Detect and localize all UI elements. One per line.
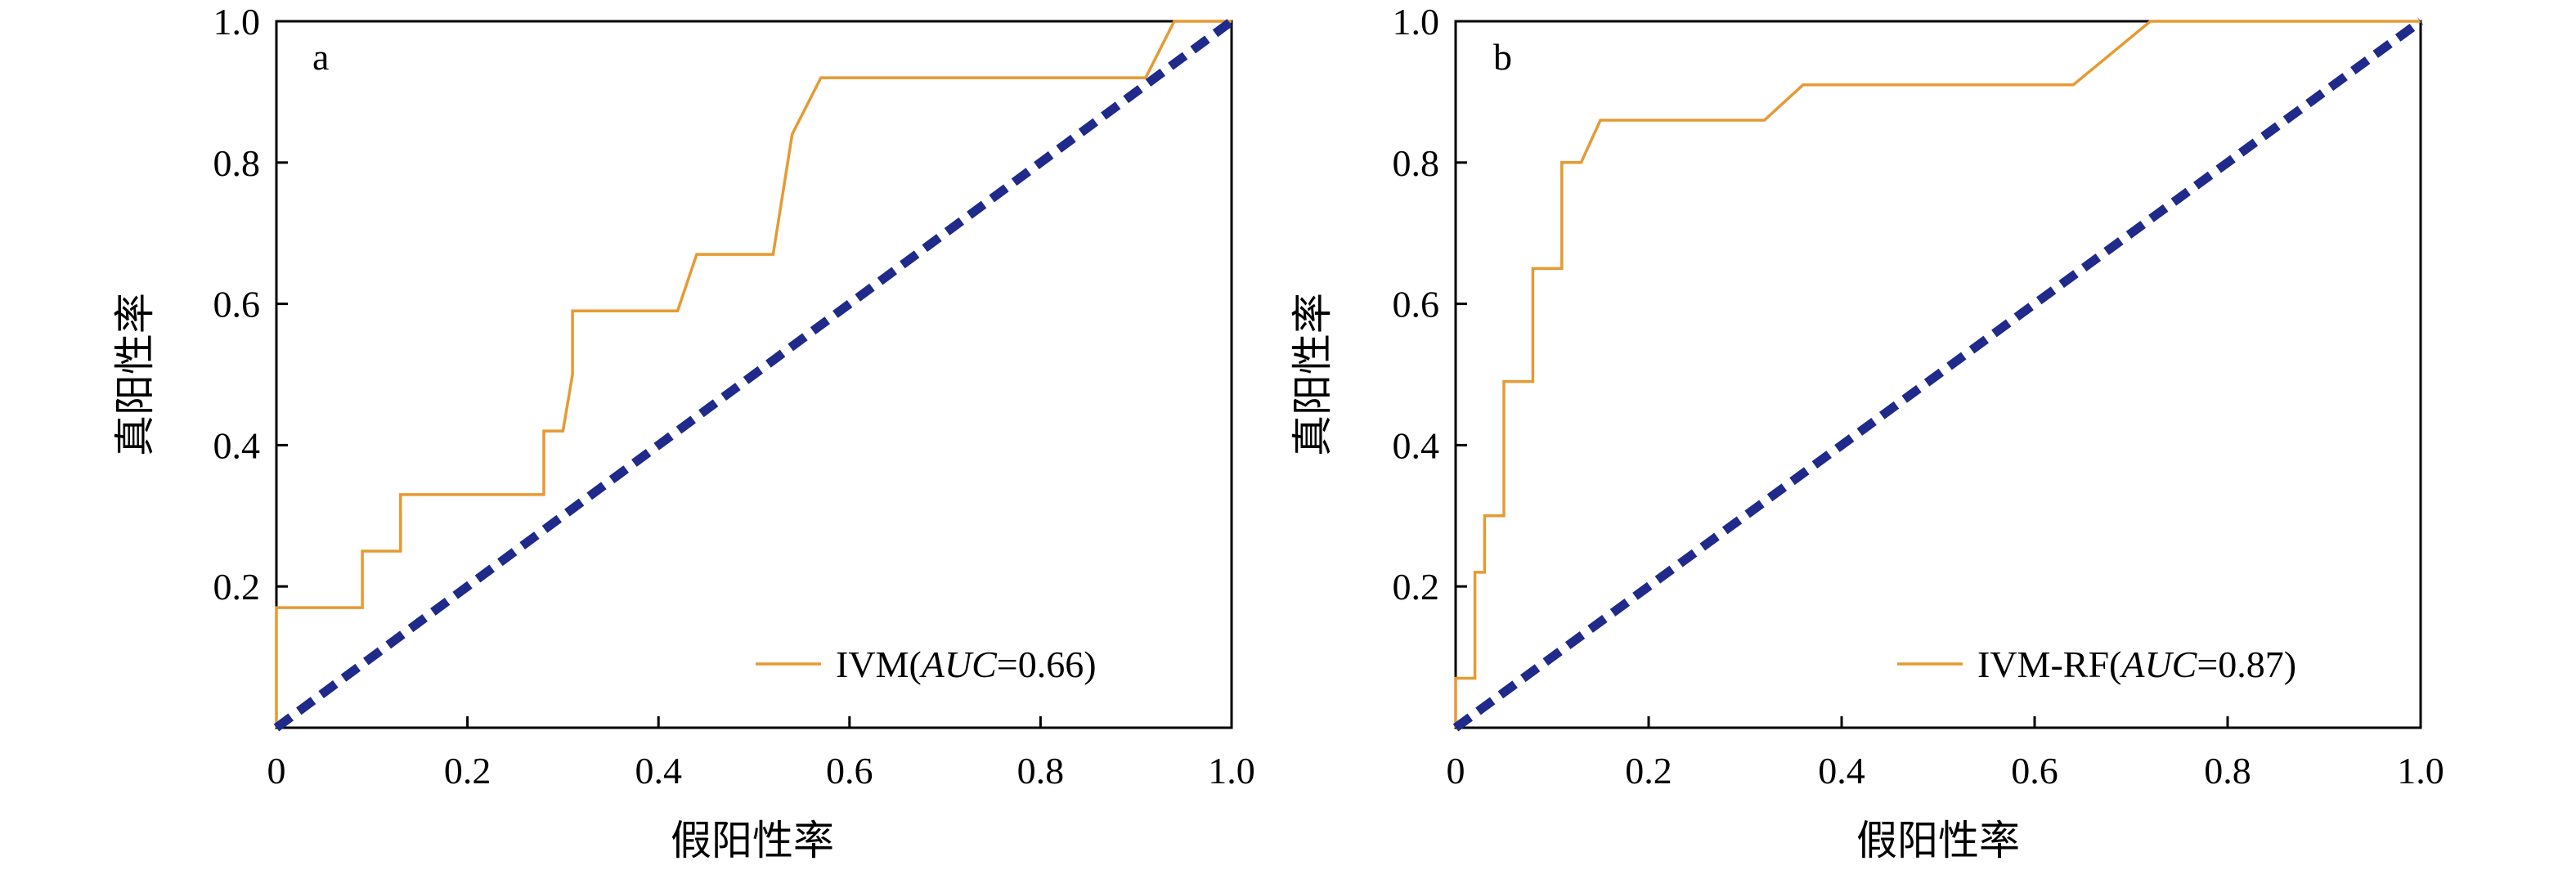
panel-label: a xyxy=(312,36,329,78)
chart-panel-b: 0 0.2 0.4 0.6 0.8 1.0 0.2 0.4 0.6 0.8 1.0 假阳性率 真阳性率 b… xyxy=(1289,1,2444,864)
y-tick-label: 0.6 xyxy=(1393,284,1440,325)
diagonal-reference-line xyxy=(1452,17,2424,732)
legend-label: IVM(AUC=0.66) xyxy=(836,644,1097,685)
x-tick-label: 0.2 xyxy=(1625,750,1672,792)
plot-frame xyxy=(1454,20,2422,729)
y-tick-label: 0.2 xyxy=(1393,566,1440,608)
x-tick-label: 0 xyxy=(267,750,286,792)
x-axis-title: 假阳性率 xyxy=(1856,817,2020,864)
x-tick-label: 0.6 xyxy=(2011,750,2058,792)
roc-curve xyxy=(275,20,1232,728)
x-tick-label: 0.4 xyxy=(1818,750,1865,792)
y-tick-label: 0.8 xyxy=(213,142,261,184)
x-axis-title: 假阳性率 xyxy=(671,817,834,864)
x-tick-label: 1.0 xyxy=(2397,750,2444,792)
x-tick-label: 0.2 xyxy=(444,750,491,792)
y-tick-label: 0.6 xyxy=(213,284,261,325)
legend: IVM(AUC=0.66) xyxy=(756,644,1097,685)
x-tick-label: 0.4 xyxy=(635,750,682,792)
chart-panel-a: 0 0.2 0.4 0.6 0.8 1.0 0.2 0.4 0.6 0.8 1.0 假阳性率 真阳性率 a… xyxy=(111,1,1255,864)
x-tick-label: 0 xyxy=(1447,750,1465,792)
panel-label: b xyxy=(1493,36,1512,78)
diagonal-reference-line xyxy=(273,17,1235,732)
plot-frame xyxy=(275,20,1233,729)
x-tick-label: 0.8 xyxy=(2204,750,2251,792)
x-tick-label: 1.0 xyxy=(1208,750,1255,792)
y-tick-label: 0.4 xyxy=(1393,424,1440,466)
y-tick-label: 1.0 xyxy=(213,1,261,43)
y-tick-label: 0.2 xyxy=(213,566,261,608)
y-tick-label: 0.8 xyxy=(1393,142,1440,184)
legend-label: IVM-RF(AUC=0.87) xyxy=(1977,644,2296,685)
roc-curve xyxy=(1454,20,2421,728)
y-tick-label: 0.4 xyxy=(213,424,261,466)
legend: IVM-RF(AUC=0.87) xyxy=(1897,644,2296,685)
y-axis-title: 真阳性率 xyxy=(1289,293,1336,456)
x-tick-label: 0.8 xyxy=(1017,750,1065,792)
y-tick-label: 1.0 xyxy=(1393,1,1440,43)
x-tick-label: 0.6 xyxy=(826,750,873,792)
y-axis-title: 真阳性率 xyxy=(111,293,159,456)
